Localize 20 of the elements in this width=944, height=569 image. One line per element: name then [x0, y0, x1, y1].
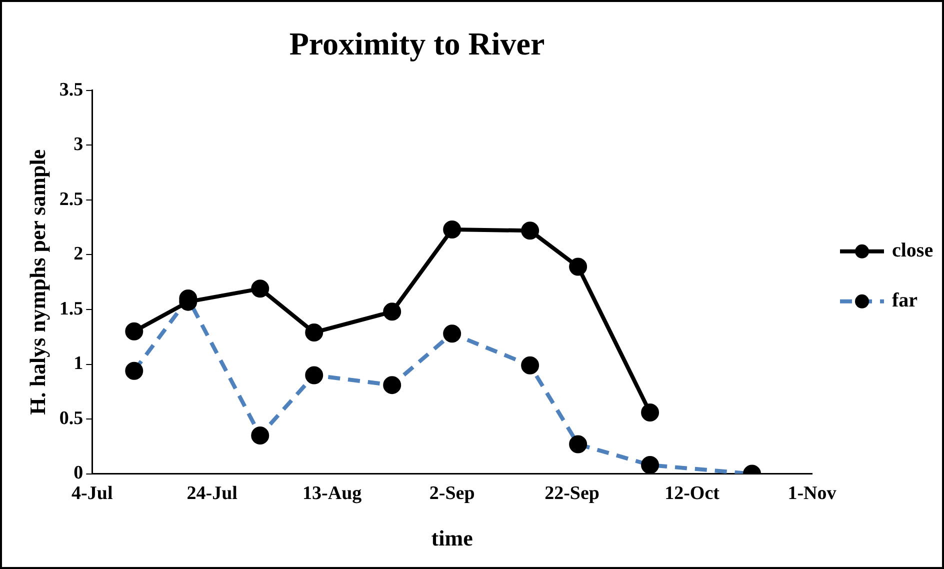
x-tick-label: 12-Oct: [664, 483, 720, 504]
y-tick-label: 1.5: [59, 298, 84, 320]
y-tick-label: 2: [74, 244, 84, 265]
x-tick-label: 22-Sep: [544, 483, 600, 504]
chart-title: Proximity to River: [289, 25, 545, 62]
x-tick-label: 24-Jul: [186, 483, 238, 504]
x-tick-label: 13-Aug: [302, 483, 362, 504]
y-tick-label: 3.5: [59, 79, 84, 100]
x-tick-label: 2-Sep: [429, 483, 475, 504]
y-tick-label: 3: [74, 134, 84, 156]
y-tick-label: 1: [74, 353, 84, 374]
x-axis-title: time: [431, 525, 474, 550]
y-tick-label: 0: [74, 462, 84, 484]
y-tick-label: 2.5: [59, 188, 84, 210]
y-axis-title: H. halys nymphs per sample: [24, 149, 50, 415]
legend-label: far: [892, 290, 918, 312]
x-tick-label: 1-Nov: [788, 483, 837, 504]
legend-label: close: [892, 240, 934, 262]
x-tick-label: 4-Jul: [72, 483, 113, 504]
y-tick-label: 0.5: [59, 408, 84, 429]
